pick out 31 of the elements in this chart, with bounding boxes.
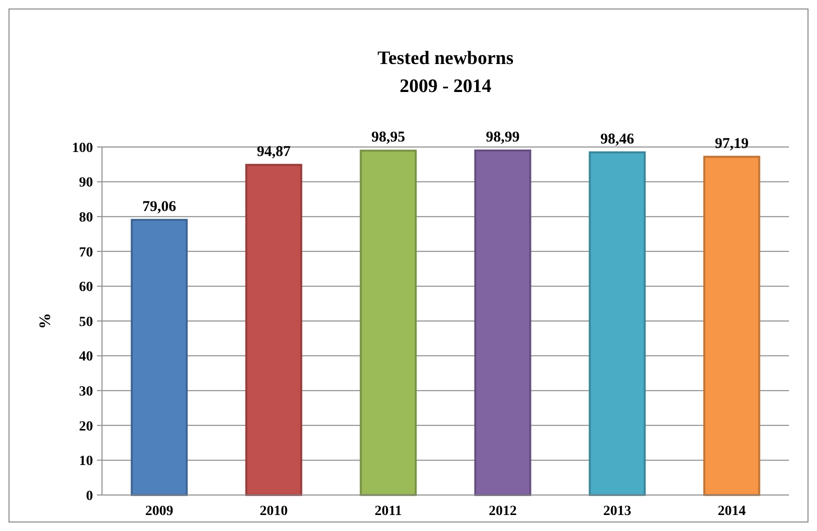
bar xyxy=(588,151,646,496)
x-tick-label: 2014 xyxy=(718,504,746,519)
x-tick-label: 2013 xyxy=(603,504,632,519)
data-label: 98,99 xyxy=(486,130,520,146)
y-tick-label: 30 xyxy=(79,384,93,400)
y-tick-label: 20 xyxy=(79,419,93,434)
data-label: 94,87 xyxy=(256,144,292,160)
x-tick-label: 2012 xyxy=(488,504,517,519)
y-tick-label: 60 xyxy=(79,280,93,296)
y-tick-label: 40 xyxy=(79,350,93,365)
y-tick-label: 80 xyxy=(79,210,93,226)
y-tick-label: 100 xyxy=(72,140,93,156)
y-tick-label: 90 xyxy=(79,176,93,191)
y-tick-label: 10 xyxy=(79,454,93,470)
y-tick-label: 50 xyxy=(79,314,93,330)
bar xyxy=(474,150,532,496)
chart-title: Tested newborns 2009 - 2014 xyxy=(377,48,514,97)
data-label: 98,46 xyxy=(600,131,635,148)
data-label: 97,19 xyxy=(714,136,749,152)
y-tick-label: 70 xyxy=(79,245,93,260)
y-tick-label: 0 xyxy=(86,488,93,504)
x-tick-label: 2010 xyxy=(260,504,288,519)
bar xyxy=(360,150,417,496)
data-label: 79,06 xyxy=(142,198,177,215)
x-tick-label: 2011 xyxy=(374,504,402,519)
bar xyxy=(130,218,188,496)
data-label: 98,95 xyxy=(371,130,406,146)
bar xyxy=(703,156,760,496)
x-tick-label: 2009 xyxy=(145,504,174,519)
bar xyxy=(245,164,302,496)
y-axis-title: % xyxy=(37,313,54,329)
